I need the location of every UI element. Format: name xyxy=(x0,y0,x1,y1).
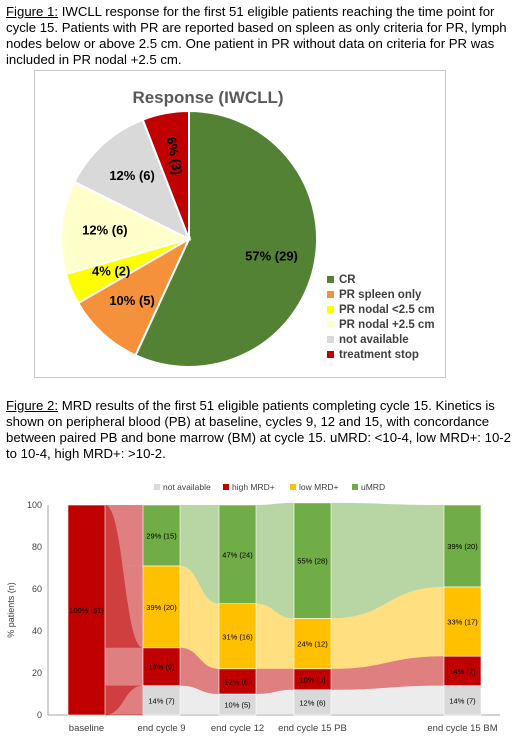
mrd-data-label: 14% (7) xyxy=(449,667,476,676)
mrd-flow-umrd xyxy=(331,502,444,619)
mrd-bar-not-available xyxy=(443,685,482,716)
pie-slice-cr xyxy=(134,109,318,368)
mrd-flow-high-mrd xyxy=(331,656,444,690)
pie-legend-pr-nodal-2-5-cm: PR nodal <2.5 cm xyxy=(339,304,435,316)
figure1-caption-text: IWCLL response for the first 51 eligible… xyxy=(6,4,507,67)
pie-legend-swatch-cr xyxy=(327,276,334,283)
figure1-caption-label: Figure 1: xyxy=(6,4,59,19)
pie-label-pr-spleen-only: 10% (5) xyxy=(109,293,155,308)
figure2-caption-text: MRD results of the first 51 eligible pat… xyxy=(6,398,512,461)
mrd-flow-not-available xyxy=(180,685,219,715)
mrd-data-label: 29% (15) xyxy=(146,531,177,540)
mrd-data-label: 100% (51) xyxy=(69,606,104,615)
mrd-data-label: 12% (6) xyxy=(299,698,326,707)
mrd-data-label: 39% (20) xyxy=(447,542,478,551)
mrd-bar-high-mrd xyxy=(218,668,257,695)
mrd-data-label: 31% (16) xyxy=(222,632,253,641)
pie-legend-swatch-not-available xyxy=(327,336,334,343)
mrd-flow-low-mrd xyxy=(105,565,143,648)
mrd-bar-low-mrd xyxy=(443,586,482,657)
mrd-bar-umrd xyxy=(218,504,257,604)
mrd-bar-low-mrd xyxy=(142,565,181,649)
y-tick-label: 0 xyxy=(37,710,42,720)
pie-label-cr: 57% (29) xyxy=(245,249,298,264)
mrd-data-label: 55% (28) xyxy=(297,557,328,566)
pie-legend-swatch-pr-nodal-2-5-cm xyxy=(327,306,334,313)
x-tick-label-end-cycle-15-pb: end cycle 15 PB xyxy=(278,723,347,734)
pie-slice-not-available xyxy=(73,118,191,242)
mrd-bar-umrd xyxy=(142,504,181,567)
mrd-legend-swatch-not-available xyxy=(154,484,160,490)
pie-slice-pr-nodal-2-5-cm xyxy=(60,180,192,276)
y-tick-label: 20 xyxy=(32,668,42,678)
pie-chart-title: Response (IWCLL) xyxy=(132,88,283,107)
pie-chart: Response (IWCLL) 57% (29) 10% (5) 4% (2) 12… xyxy=(60,88,435,368)
mrd-flow-not-available xyxy=(331,685,444,715)
y-tick-label: 80 xyxy=(32,542,42,552)
mrd-flow-high-mrd xyxy=(256,668,294,694)
mrd-bar-high-mrd xyxy=(67,504,106,716)
mrd-bar-high-mrd xyxy=(443,655,482,686)
pie-legend-not-available: not available xyxy=(339,334,409,346)
mrd-legend-low-mrd: low MRD+ xyxy=(299,482,338,492)
mrd-legend-swatch-low-mrd xyxy=(290,484,296,490)
mrd-bar-not-available xyxy=(293,689,332,716)
mrd-legend-high-mrd: high MRD+ xyxy=(232,482,275,492)
pie-slice-treatment-stop xyxy=(141,109,190,240)
pie-legend-pr-nodal-2-5-cm: PR nodal +2.5 cm xyxy=(339,319,435,331)
mrd-legend-swatch-umrd xyxy=(352,484,358,490)
y-tick-label: 60 xyxy=(32,584,42,594)
pie-label-treatment-stop: 6% (3) xyxy=(164,136,185,176)
x-tick-label-baseline: baseline xyxy=(69,723,104,734)
mrd-data-label: 47% (24) xyxy=(222,550,253,559)
mrd-flow-low-mrd xyxy=(180,565,219,669)
mrd-flow-umrd xyxy=(256,502,294,619)
mrd-bar-umrd xyxy=(293,502,332,619)
mrd-data-label: 14% (7) xyxy=(148,696,175,705)
y-tick-label: 40 xyxy=(32,626,42,636)
x-tick-label-end-cycle-15-bm: end cycle 15 BM xyxy=(427,723,497,734)
mrd-chart: not available high MRD+ low MRD+ uMRD 0 20 40… xyxy=(6,482,500,734)
mrd-data-label: 24% (12) xyxy=(297,640,328,649)
mrd-flow-low-mrd xyxy=(331,586,444,669)
mrd-legend-swatch-high-mrd xyxy=(223,484,229,490)
pie-slice-pr-spleen-only xyxy=(76,236,192,357)
mrd-flow-umrd xyxy=(180,505,219,604)
mrd-data-label: 14% (7) xyxy=(449,696,476,705)
pie-label-not-available: 12% (6) xyxy=(109,168,155,183)
pie-legend-cr: CR xyxy=(339,274,356,286)
pie-legend-swatch-treatment-stop xyxy=(327,351,334,358)
x-tick-label-end-cycle-12: end cycle 12 xyxy=(211,723,264,734)
mrd-legend-not-available: not available xyxy=(163,482,211,492)
pie-legend-treatment-stop: treatment stop xyxy=(339,349,419,361)
mrd-bar-not-available xyxy=(142,685,181,716)
pie-label-pr-nodal-2-5-cm: 4% (2) xyxy=(92,263,130,278)
pie-legend-swatch-pr-nodal-2-5-cm xyxy=(327,321,334,328)
mrd-flow-not-available xyxy=(256,689,294,715)
pie-label-pr-nodal-2-5-cm: 12% (6) xyxy=(82,223,128,238)
mrd-bar-low-mrd xyxy=(218,603,257,670)
mrd-bar-high-mrd xyxy=(142,647,181,686)
pie-legend-swatch-pr-spleen-only xyxy=(327,291,334,298)
mrd-bar-umrd xyxy=(443,504,482,588)
mrd-data-label: 10% (5) xyxy=(224,701,251,710)
mrd-data-label: 39% (20) xyxy=(146,603,177,612)
mrd-flow-high-mrd xyxy=(180,647,219,694)
mrd-data-label: 12% (6) xyxy=(224,677,251,686)
mrd-data-label: 18% (9) xyxy=(148,663,175,672)
mrd-legend-umrd: uMRD xyxy=(361,482,385,492)
mrd-flow-low-mrd xyxy=(256,603,294,669)
figure1-caption: Figure 1: IWCLL response for the first 5… xyxy=(6,4,514,68)
mrd-flow-umrd xyxy=(105,505,143,566)
pie-chart-panel: Response (IWCLL) 57% (29) 10% (5) 4% (2) 12… xyxy=(34,70,446,378)
figure2-caption: Figure 2: MRD results of the first 51 el… xyxy=(6,398,514,462)
x-tick-label-end-cycle-9: end cycle 9 xyxy=(137,723,185,734)
mrd-bar-low-mrd xyxy=(293,618,332,670)
y-tick-label: 100 xyxy=(27,500,42,510)
y-axis-label: % patients (n) xyxy=(6,582,16,638)
figure2-caption-label: Figure 2: xyxy=(6,398,59,413)
mrd-data-label: 10% (5) xyxy=(299,675,326,684)
pie-legend-pr-spleen-only: PR spleen only xyxy=(339,289,422,301)
mrd-data-label: 33% (17) xyxy=(447,618,478,627)
